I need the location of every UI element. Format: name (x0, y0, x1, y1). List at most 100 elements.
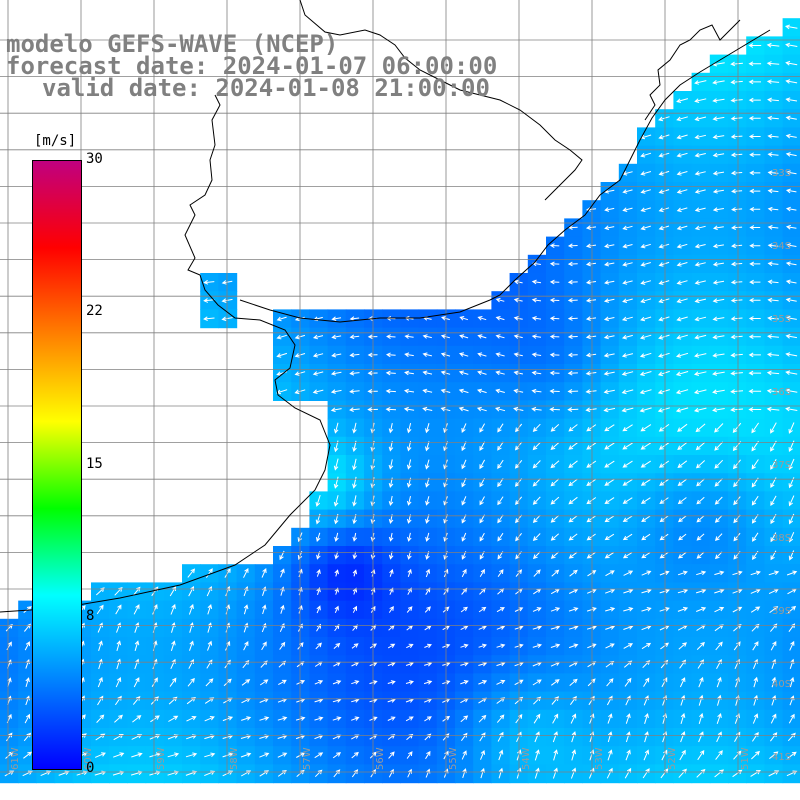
wind-arrow (206, 659, 213, 669)
wind-arrow (388, 495, 394, 507)
wind-arrow (767, 170, 779, 176)
wind-arrow (585, 279, 597, 285)
wind-arrow (785, 188, 797, 194)
wind-arrow (770, 458, 777, 470)
wind-arrow (712, 134, 725, 140)
wind-arrow (659, 551, 669, 559)
wind-arrow (714, 514, 723, 523)
wind-arrow (696, 570, 707, 576)
wind-arrow (606, 767, 613, 779)
wind-arrow (189, 640, 194, 651)
wind-arrow (534, 767, 540, 779)
wind-arrow (658, 298, 670, 304)
wind-arrow (640, 280, 652, 285)
wind-arrow (278, 679, 287, 686)
wind-arrow (569, 678, 578, 686)
wind-arrow (714, 606, 725, 613)
wind-arrow (607, 713, 613, 724)
wind-arrow (622, 189, 633, 194)
wind-arrow (678, 533, 687, 541)
wind-arrow (480, 749, 486, 760)
wind-arrow (387, 716, 396, 721)
wind-arrow (568, 643, 579, 649)
wind-arrow (5, 732, 13, 742)
wind-arrow (658, 207, 670, 213)
wind-arrow (767, 315, 779, 321)
wind-arrow (657, 389, 670, 395)
wind-arrow (496, 643, 506, 649)
wind-arrow (623, 570, 634, 576)
wind-arrow (495, 352, 505, 357)
wind-arrow (604, 243, 615, 249)
wind-arrow (277, 769, 287, 777)
wind-arrow (351, 643, 359, 649)
wind-arrow (676, 152, 688, 158)
wind-arrow (622, 515, 633, 522)
wind-arrow (732, 606, 743, 613)
wind-arrow (712, 170, 725, 176)
wind-arrow (695, 441, 706, 451)
wind-arrow (785, 279, 797, 285)
latitude-label: 39S (772, 606, 791, 617)
wind-arrow (768, 570, 780, 576)
wind-arrow (766, 61, 780, 66)
wind-arrow (240, 752, 252, 758)
wind-arrow (334, 587, 339, 595)
wind-arrow (604, 424, 615, 432)
wind-arrow (712, 280, 725, 285)
wind-arrow (170, 603, 176, 615)
wind-arrow (677, 570, 688, 576)
wind-arrow (641, 607, 652, 612)
wind-arrow (603, 334, 615, 340)
wind-arrow (677, 551, 687, 559)
wind-arrow (333, 495, 339, 507)
wind-arrow (114, 714, 123, 723)
wind-arrow (714, 459, 724, 469)
wind-arrow (388, 532, 394, 542)
wind-arrow (497, 569, 504, 577)
wind-arrow (750, 570, 761, 576)
wind-arrow (151, 677, 158, 688)
wind-arrow (149, 752, 161, 758)
wind-arrow (587, 588, 597, 594)
wind-arrow (658, 280, 670, 285)
wind-arrow (549, 352, 560, 358)
wind-arrow (731, 225, 743, 230)
wind-arrow (586, 460, 597, 468)
wind-arrow (624, 677, 632, 687)
wind-arrow (680, 731, 686, 743)
wind-arrow (658, 225, 670, 231)
wind-arrow (315, 532, 321, 542)
wind-arrow (277, 716, 288, 721)
wind-arrow (567, 243, 578, 249)
wind-arrow (425, 532, 430, 542)
wind-arrow (169, 677, 177, 687)
wind-arrow (352, 569, 358, 577)
wind-arrow (349, 316, 360, 321)
wind-arrow (571, 749, 577, 761)
wind-arrow (680, 712, 686, 725)
wind-arrow (639, 389, 652, 395)
wind-arrow (787, 751, 797, 759)
wind-arrow (203, 316, 215, 322)
wind-arrow (585, 243, 597, 249)
wind-arrow (549, 334, 560, 340)
wind-arrow (568, 496, 578, 505)
wind-arrow (658, 442, 670, 450)
wind-arrow (787, 605, 797, 614)
wind-arrow (185, 752, 198, 758)
wind-arrow (571, 731, 577, 743)
wind-arrow (770, 713, 777, 724)
wind-arrow (623, 588, 634, 594)
wind-arrow (714, 496, 723, 505)
wind-arrow (730, 298, 743, 303)
colorbar-tick-8: 8 (86, 608, 95, 624)
wind-arrow (532, 514, 541, 523)
wind-arrow (96, 604, 104, 615)
wind-arrow (712, 152, 725, 158)
wind-arrow (494, 406, 506, 412)
wind-arrow (134, 640, 140, 652)
wind-arrow (604, 207, 615, 212)
wind-arrow (551, 679, 560, 686)
latitude-label: 37S (772, 460, 791, 471)
